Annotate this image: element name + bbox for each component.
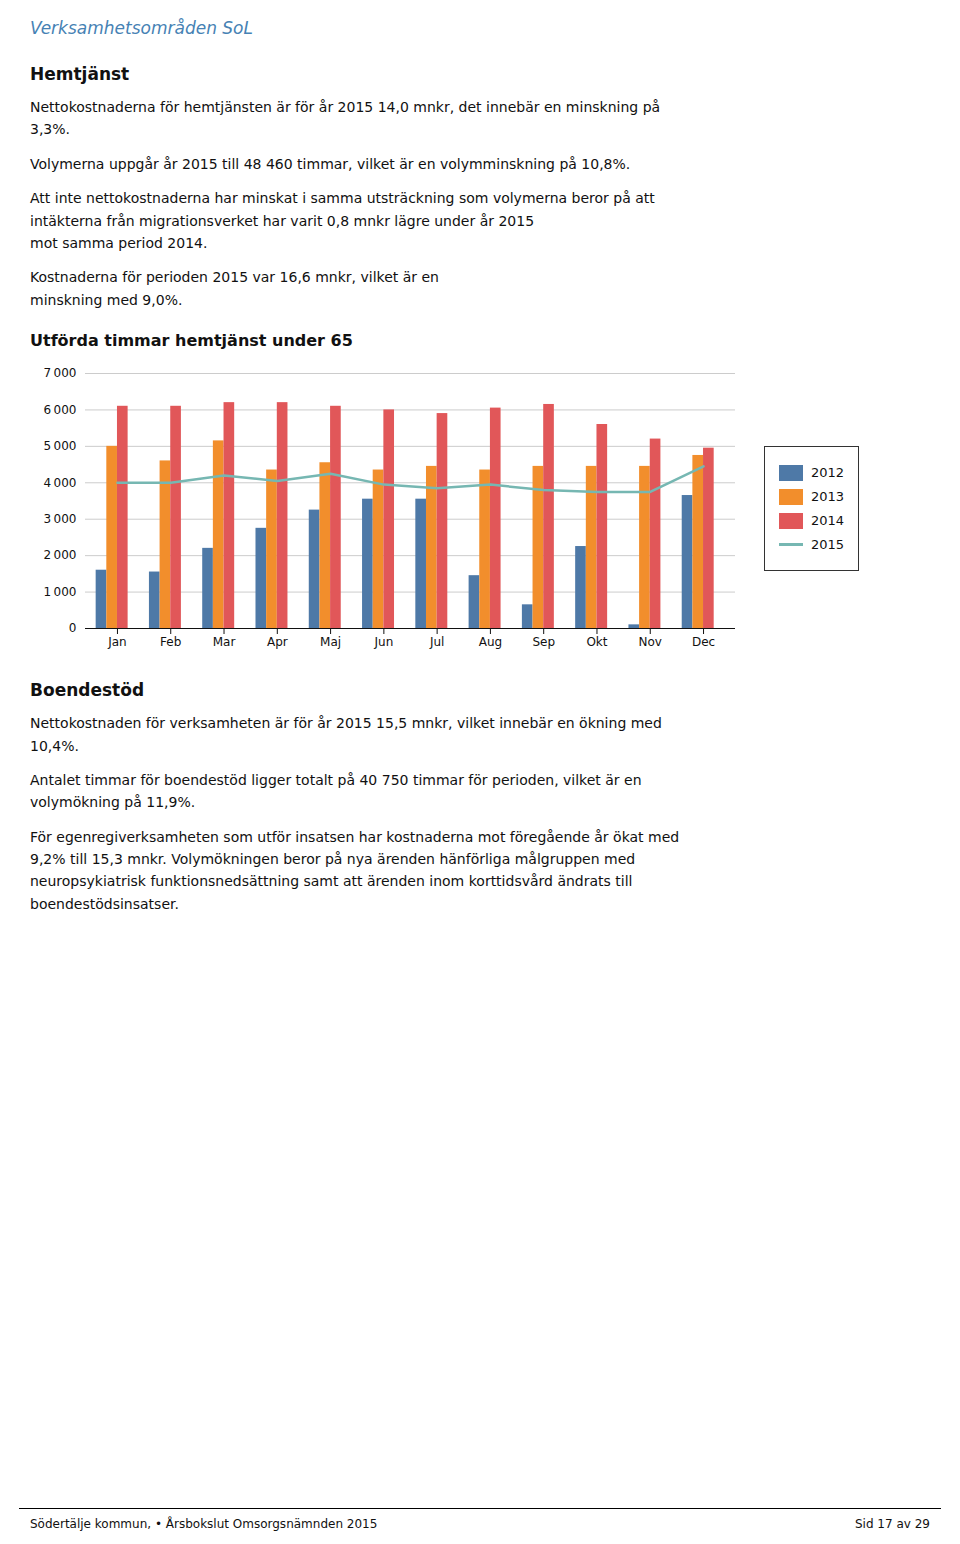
svg-text:Nov: Nov	[639, 635, 662, 649]
svg-text:Dec: Dec	[692, 635, 715, 649]
svg-text:Feb: Feb	[160, 635, 181, 649]
html-text:Att inte nettokostnaderna har: Att inte nettokostnaderna har minskat i …	[30, 190, 655, 251]
html-text:Antalet timmar för boendestöd: Antalet timmar för boendestöd ligger tot…	[30, 771, 642, 811]
html-text:Verksamhetsområden SoL: Verksamhetsområden SoL	[30, 18, 253, 38]
html-text:För egenregiverksamheten som u: För egenregiverksamheten som utför insat…	[30, 828, 680, 912]
html-text:Sid 17 av 29: Sid 17 av 29	[855, 1517, 930, 1531]
html-text:2015: 2015	[811, 536, 845, 552]
svg-text:0: 0	[69, 621, 77, 635]
html-text:Utförda timmar hemtjänst under: Utförda timmar hemtjänst under 65	[30, 331, 353, 351]
svg-text:4 000: 4 000	[44, 476, 77, 490]
svg-text:Maj: Maj	[320, 635, 341, 649]
html-text:Boendestöd: Boendestöd	[30, 680, 145, 701]
svg-text:Jun: Jun	[373, 635, 393, 649]
svg-text:2 000: 2 000	[44, 549, 77, 563]
html-text:2013: 2013	[811, 489, 845, 505]
svg-text:Jul: Jul	[429, 635, 444, 649]
html-text:Kostnaderna för perioden 2015: Kostnaderna för perioden 2015 var 16,6 m…	[30, 269, 439, 308]
svg-text:6 000: 6 000	[44, 403, 77, 417]
svg-text:Jan: Jan	[107, 635, 127, 649]
svg-text:Okt: Okt	[586, 635, 607, 649]
html-text:2014: 2014	[811, 513, 845, 529]
html-text:2012: 2012	[811, 465, 845, 481]
svg-text:Sep: Sep	[532, 635, 555, 649]
svg-text:3 000: 3 000	[44, 512, 77, 526]
svg-text:5 000: 5 000	[44, 439, 77, 453]
html-text:Hemtjänst: Hemtjänst	[30, 64, 130, 84]
svg-text:1 000: 1 000	[44, 585, 77, 599]
html-text:Nettokostnaden för verksamhete: Nettokostnaden för verksamheten är för å…	[30, 715, 662, 754]
html-text:Volymerna uppgår år 2015 till: Volymerna uppgår år 2015 till 48 460 tim…	[30, 155, 631, 172]
html-text:Södertälje kommun, • Årsbokslu: Södertälje kommun, • Årsbokslut Omsorgsn…	[30, 1517, 378, 1531]
svg-text:Apr: Apr	[267, 635, 288, 649]
svg-text:7 000: 7 000	[44, 366, 77, 380]
svg-text:Mar: Mar	[213, 635, 236, 649]
html-text:Nettokostnaderna för hemtjänst: Nettokostnaderna för hemtjänsten är för …	[30, 99, 661, 138]
svg-text:Aug: Aug	[479, 635, 502, 649]
